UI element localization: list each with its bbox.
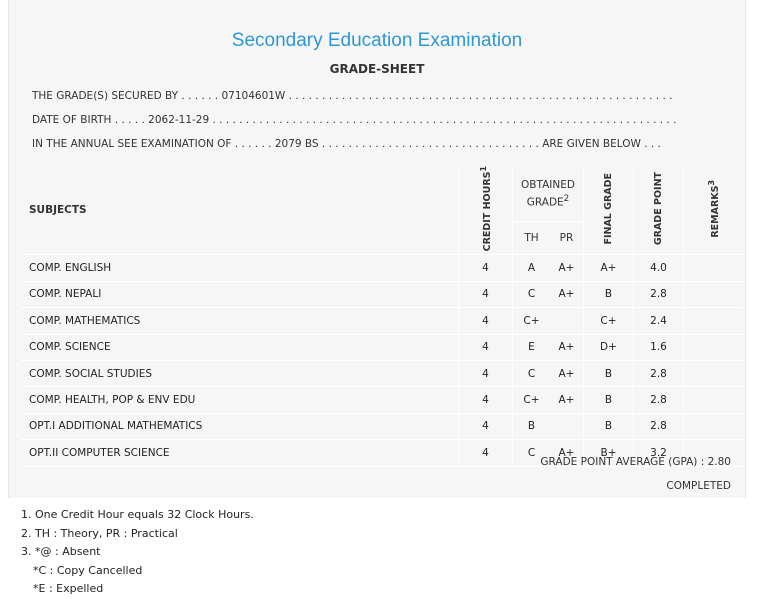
footnotes: 1. One Credit Hour equals 32 Clock Hours…: [21, 506, 254, 599]
credit-hours: 4: [458, 281, 513, 309]
theory-grade: A: [512, 254, 550, 282]
table-row: COMP. ENGLISH 4 A A+ A+ 4.0: [21, 254, 743, 282]
subject-name: OPT.II COMPUTER SCIENCE: [21, 439, 459, 467]
header-subjects: SUBJECTS: [21, 166, 459, 256]
header-credit-hours: CREDIT HOURS1: [458, 166, 513, 256]
final-grade: C+: [583, 307, 634, 335]
header-obtained-grade: OBTAINED GRADE2: [512, 166, 584, 223]
credit-hours: 4: [458, 360, 513, 388]
final-grade: B+: [583, 439, 634, 467]
theory-grade: C+: [512, 307, 550, 335]
footnote-credit-hour: 1. One Credit Hour equals 32 Clock Hours…: [21, 508, 254, 521]
grade-point: 1.6: [633, 334, 684, 361]
header-practical: PR: [550, 221, 584, 256]
subject-name: COMP. NEPALI: [21, 281, 459, 309]
header-final-grade: FINAL GRADE: [583, 166, 634, 256]
credit-hours: 4: [458, 334, 513, 361]
final-grade: B: [583, 413, 634, 441]
grade-point: 2.8: [633, 413, 684, 441]
theory-grade: E: [512, 334, 550, 361]
remarks: [683, 413, 743, 441]
credit-hours: 4: [458, 307, 513, 335]
footnote-expelled: *E : Expelled: [33, 582, 104, 595]
table-row: COMP. HEALTH, POP & ENV EDU 4 C+ A+ B 2.…: [21, 386, 743, 414]
remarks: [683, 307, 743, 335]
final-grade: B: [583, 386, 634, 414]
final-grade: B: [583, 360, 634, 388]
table-row: COMP. SOCIAL STUDIES 4 C A+ B 2.8: [21, 360, 743, 388]
symbol-number-line: THE GRADE(S) SECURED BY . . . . . . 0710…: [32, 90, 673, 102]
grade-sheet-panel: Secondary Education Examination GRADE-SH…: [8, 0, 746, 498]
final-grade: A+: [583, 254, 634, 282]
grade-point: 2.8: [633, 281, 684, 309]
date-of-birth-line: DATE OF BIRTH . . . . . 2062-11-29 . . .…: [32, 114, 677, 126]
header-theory: TH: [512, 221, 550, 256]
final-grade: B: [583, 281, 634, 309]
subject-name: COMP. SCIENCE: [21, 334, 459, 361]
remarks: [683, 360, 743, 388]
remarks: [683, 334, 743, 361]
grade-point: 3.2: [633, 439, 684, 467]
grade-point: 2.8: [633, 360, 684, 388]
practical-grade: A+: [550, 281, 584, 309]
table-row: OPT.I ADDITIONAL MATHEMATICS 4 B B 2.8: [21, 413, 743, 441]
practical-grade: [550, 307, 584, 335]
subject-name: COMP. MATHEMATICS: [21, 307, 459, 335]
theory-grade: C: [512, 360, 550, 388]
remarks: [683, 281, 743, 309]
theory-grade: C: [512, 439, 550, 467]
remarks: [683, 386, 743, 414]
header-remarks: REMARKS3: [683, 166, 743, 256]
table-row: OPT.II COMPUTER SCIENCE 4 C A+ B+ 3.2: [21, 439, 743, 467]
grade-point: 2.8: [633, 386, 684, 414]
page-title: Secondary Education Examination: [231, 30, 523, 51]
gpa-summary: GRADE POINT AVERAGE (GPA) : 2.80: [540, 456, 731, 468]
theory-grade: C: [512, 281, 550, 309]
credit-hours: 4: [458, 254, 513, 282]
practical-grade: [550, 413, 584, 441]
table-row: COMP. SCIENCE 4 E A+ D+ 1.6: [21, 334, 743, 361]
remarks: [683, 254, 743, 282]
credit-hours: 4: [458, 439, 513, 467]
practical-grade: A+: [550, 360, 584, 388]
grades-table: SUBJECTS CREDIT HOURS1 OBTAINED GRADE2 F…: [21, 166, 743, 467]
grade-point: 2.4: [633, 307, 684, 335]
grade-sheet-heading: GRADE-SHEET: [329, 62, 425, 76]
footnote-theory-practical: 2. TH : Theory, PR : Practical: [21, 526, 178, 540]
practical-grade: A+: [550, 254, 584, 282]
credit-hours: 4: [458, 413, 513, 441]
theory-grade: B: [512, 413, 550, 441]
subject-name: OPT.I ADDITIONAL MATHEMATICS: [21, 413, 459, 441]
practical-grade: A+: [550, 386, 584, 414]
practical-grade: A+: [550, 334, 584, 361]
practical-grade: A+: [550, 439, 584, 467]
theory-grade: C+: [512, 386, 550, 414]
footnote-copy-cancelled: *C : Copy Cancelled: [33, 563, 143, 577]
credit-hours: 4: [458, 386, 513, 414]
subject-name: COMP. SOCIAL STUDIES: [21, 360, 459, 388]
final-grade: D+: [583, 334, 634, 361]
completion-status: COMPLETED: [666, 480, 731, 492]
header-grade-point: GRADE POINT: [633, 166, 684, 256]
table-row: COMP. MATHEMATICS 4 C+ C+ 2.4: [21, 307, 743, 335]
subject-name: COMP. HEALTH, POP & ENV EDU: [21, 386, 459, 414]
footnote-absent: 3. *@ : Absent: [21, 545, 101, 558]
grade-point: 4.0: [633, 254, 684, 282]
remarks: [683, 439, 743, 467]
exam-year-line: IN THE ANNUAL SEE EXAMINATION OF . . . .…: [32, 138, 661, 150]
subject-name: COMP. ENGLISH: [21, 254, 459, 282]
table-row: COMP. NEPALI 4 C A+ B 2.8: [21, 281, 743, 309]
